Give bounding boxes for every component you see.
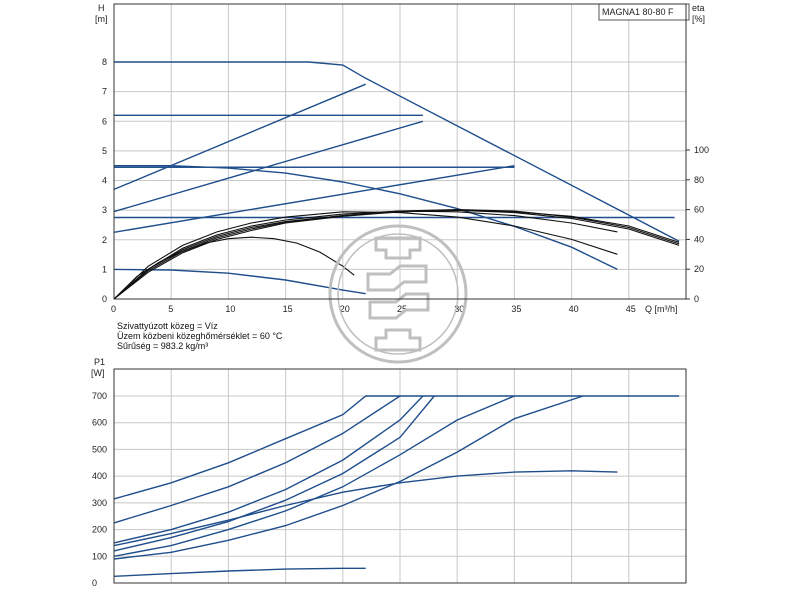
power-curve (113, 395, 424, 544)
x-tick-label: 5 (168, 304, 173, 314)
power-curve (113, 395, 680, 500)
head-curve (113, 165, 515, 233)
x-tick-label: 20 (340, 304, 350, 314)
head-tick-label: 5 (102, 146, 107, 156)
x-tick-label: 40 (569, 304, 579, 314)
efficiency-curve (113, 209, 680, 300)
efficiency-curve (113, 209, 680, 300)
head-tick-label: 6 (102, 116, 107, 126)
head-curve (113, 83, 366, 191)
x-tick-label: 25 (397, 304, 407, 314)
head-chart-curves (113, 61, 680, 300)
power-curve (113, 567, 366, 577)
eta-tick-label: 20 (694, 264, 704, 274)
eta-tick-label: 80 (694, 175, 704, 185)
head-chart-frame (113, 3, 687, 300)
x-tick-label: 30 (454, 304, 464, 314)
head-curve (114, 61, 680, 242)
medium-info-line: Üzem közbeni közeghőmérséklet = 60 °C (117, 331, 283, 341)
head-tick-label: 3 (102, 205, 107, 215)
model-label: MAGNA1 80-80 F (602, 7, 674, 17)
power-tick-label: 500 (92, 444, 107, 454)
x-tick-label: 35 (511, 304, 521, 314)
head-tick-label: 0 (102, 294, 107, 304)
eta-axis-label: eta (692, 3, 705, 13)
pump-logo-watermark (328, 224, 468, 364)
efficiency-curve (113, 209, 680, 300)
efficiency-curve (113, 211, 618, 300)
power-tick-label: 100 (92, 551, 107, 561)
head-tick-label: 7 (102, 87, 107, 97)
power-chart-ticks: 0 100 200 300 400 500 600 700 (92, 391, 107, 588)
power-curve (113, 395, 584, 560)
x-tick-label: 15 (283, 304, 293, 314)
eta-tick-label: 60 (694, 205, 704, 215)
power-tick-label: 200 (92, 525, 107, 535)
power-chart-frame (113, 368, 687, 584)
flow-axis-label: Q [m³/h] (645, 304, 678, 314)
power-curve (113, 395, 401, 524)
power-tick-label: 400 (92, 471, 107, 481)
power-axis-unit: [W] (91, 368, 105, 378)
power-tick-label: 0 (92, 578, 97, 588)
power-curve (113, 395, 435, 552)
head-curve (113, 120, 424, 213)
head-axis-label: H (98, 3, 105, 13)
head-tick-label: 8 (102, 57, 107, 67)
head-curve (113, 268, 366, 295)
power-tick-label: 600 (92, 418, 107, 428)
medium-info-line: Szivattyúzott közeg = Víz (117, 321, 218, 331)
head-tick-label: 2 (102, 235, 107, 245)
eta-axis-unit: [%] (692, 14, 705, 24)
power-axis-label: P1 (94, 357, 105, 367)
power-curve (113, 470, 618, 547)
head-chart-grid (114, 4, 686, 299)
eta-tick-label: 100 (694, 145, 709, 155)
power-chart-grid (114, 369, 686, 583)
head-tick-label: 1 (102, 264, 107, 274)
x-tick-label: 10 (225, 304, 235, 314)
power-chart-curves (113, 395, 680, 577)
medium-info-line: Sűrűség = 983.2 kg/m³ (117, 341, 208, 351)
x-tick-label: 0 (111, 304, 116, 314)
x-tick-label: 45 (626, 304, 636, 314)
head-tick-label: 4 (102, 176, 107, 186)
eta-tick-label: 40 (694, 234, 704, 244)
head-axis-unit: [m] (95, 14, 108, 24)
power-tick-label: 300 (92, 498, 107, 508)
eta-tick-label: 0 (694, 294, 699, 304)
efficiency-curve (113, 210, 618, 300)
power-tick-label: 700 (92, 391, 107, 401)
